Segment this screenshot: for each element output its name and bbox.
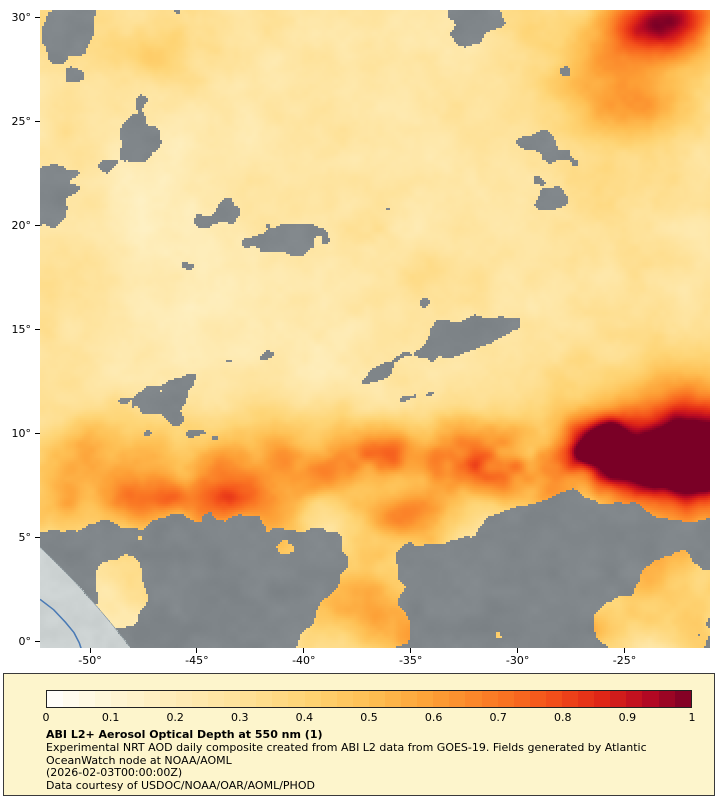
- colorbar-segment: [401, 691, 418, 707]
- colorbar-segment: [191, 691, 208, 707]
- colorbar-segment: [674, 691, 691, 707]
- lon-tick-mark: [89, 648, 91, 653]
- colorbar-tick-labels: 0 0.1 0.2 0.3 0.4 0.5 0.6 0.7 0.8 0.9 1: [42, 711, 696, 725]
- colorbar-segment: [256, 691, 273, 707]
- colorbar-tick-label: 0: [42, 711, 50, 724]
- colorbar-segment: [368, 691, 385, 707]
- colorbar-segment: [79, 691, 96, 707]
- colorbar-segment: [111, 691, 128, 707]
- lon-tick-mark: [623, 648, 625, 653]
- colorbar-segment: [320, 691, 337, 707]
- colorbar-segment: [240, 691, 257, 707]
- lon-tick-label: -45°: [185, 654, 209, 667]
- colorbar-segment: [224, 691, 241, 707]
- colorbar-segment: [642, 691, 659, 707]
- lon-tick-label: -35°: [398, 654, 423, 667]
- colorbar-segment: [143, 691, 160, 707]
- lat-tick-label: 25°: [11, 114, 32, 128]
- colorbar: [46, 690, 692, 708]
- lon-tick-label: -25°: [612, 654, 637, 667]
- colorbar-segment: [433, 691, 450, 707]
- colorbar-tick-label: 0.9: [618, 711, 637, 724]
- lon-tick-label: -30°: [505, 654, 530, 667]
- colorbar-segment: [207, 691, 225, 707]
- aod-map-canvas: [40, 10, 710, 648]
- colorbar-segment: [175, 691, 192, 707]
- colorbar-segment: [272, 691, 289, 707]
- colorbar-tick-label: 0.3: [231, 711, 249, 724]
- colorbar-tick-label: 0.1: [101, 711, 120, 724]
- legend-panel: 0 0.1 0.2 0.3 0.4 0.5 0.6 0.7 0.8 0.9 1 ABI L2+ Ae…: [3, 673, 715, 796]
- lat-tick-label: 15°: [11, 322, 32, 336]
- colorbar-tick-label: 0.7: [489, 711, 507, 724]
- legend-title: ABI L2+ Aerosol Optical Depth at 550 nm …: [46, 728, 323, 741]
- colorbar-segment: [352, 691, 369, 707]
- lat-tick-mark: [35, 17, 40, 19]
- colorbar-tick-label: 0.8: [554, 711, 572, 724]
- colorbar-segment: [417, 691, 434, 707]
- colorbar-segment: [594, 691, 611, 707]
- colorbar-tick-label: 0.4: [295, 711, 314, 724]
- colorbar-segment: [578, 691, 595, 707]
- colorbar-segment: [63, 691, 80, 707]
- colorbar-segment: [529, 691, 546, 707]
- colorbar-segment: [288, 691, 305, 707]
- legend-description: Experimental NRT AOD daily composite cre…: [46, 740, 647, 767]
- colorbar-tick-label: 0.5: [360, 711, 378, 724]
- colorbar-segment: [513, 691, 530, 707]
- lon-tick-mark: [517, 648, 519, 653]
- colorbar-segment: [626, 691, 643, 707]
- colorbar-segment: [47, 691, 64, 707]
- colorbar-segment: [562, 691, 579, 707]
- lat-tick-mark: [35, 641, 40, 643]
- lon-tick-label: -40°: [292, 654, 316, 667]
- colorbar-segment: [336, 691, 353, 707]
- lat-tick-label: 5°: [18, 530, 32, 544]
- lat-tick-label: 20°: [11, 218, 32, 232]
- lat-tick-label: 10°: [11, 426, 32, 440]
- lat-tick-label: 30°: [11, 10, 32, 24]
- colorbar-tick-label: 0.6: [424, 711, 443, 724]
- colorbar-tick-label: 1: [688, 711, 696, 724]
- lat-tick-mark: [35, 329, 40, 331]
- colorbar-segment: [95, 691, 112, 707]
- lat-tick-mark: [35, 433, 40, 435]
- lat-tick-mark: [35, 225, 40, 227]
- colorbar-segment: [304, 691, 321, 707]
- colorbar-segment: [465, 691, 482, 707]
- colorbar-segment: [449, 691, 466, 707]
- lon-tick-mark: [410, 648, 412, 653]
- colorbar-segment: [610, 691, 627, 707]
- legend-credit: Data courtesy of USDOC/NOAA/OAR/AOML/PHO…: [46, 779, 315, 792]
- legend-timestamp: (2026-02-03T00:00:00Z): [46, 766, 183, 780]
- longitude-axis: -50° -45° -40° -35° -30° -25°: [40, 648, 710, 672]
- legend-caption: ABI L2+ Aerosol Optical Depth at 550 nm …: [46, 728, 714, 793]
- colorbar-segment: [658, 691, 675, 707]
- lon-tick-mark: [196, 648, 198, 653]
- colorbar-segment: [159, 691, 176, 707]
- colorbar-segment: [127, 691, 144, 707]
- map-area: [40, 10, 710, 648]
- lat-tick-mark: [35, 121, 40, 123]
- colorbar-segment: [497, 691, 514, 707]
- colorbar-segment: [384, 691, 402, 707]
- lat-tick-label: 0°: [18, 634, 32, 648]
- lon-tick-mark: [303, 648, 305, 653]
- colorbar-segment: [545, 691, 562, 707]
- latitude-axis: 30° 25° 20° 15° 10° 5° 0°: [0, 10, 40, 648]
- colorbar-segment: [481, 691, 498, 707]
- lat-tick-mark: [35, 537, 40, 539]
- lon-tick-label: -50°: [78, 654, 102, 667]
- colorbar-tick-label: 0.2: [166, 711, 184, 724]
